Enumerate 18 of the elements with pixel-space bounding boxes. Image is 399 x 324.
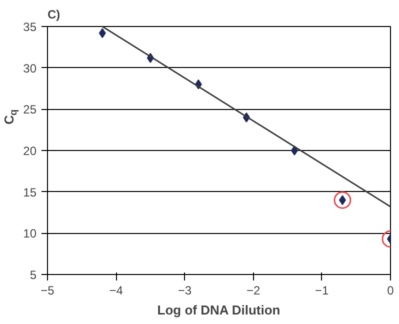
x-tick-label: −5 — [40, 284, 55, 298]
text: C) — [48, 8, 60, 22]
x-tick-label: −2 — [246, 284, 260, 298]
y-tick-label: 15 — [23, 185, 37, 200]
x-tick-label: −3 — [178, 284, 192, 298]
y-tick-label: 25 — [23, 102, 37, 117]
y-tick-label: 35 — [23, 20, 37, 34]
y-tick-label: 20 — [23, 144, 37, 158]
x-tick-label: −1 — [315, 284, 330, 298]
y-tick-label: 30 — [23, 61, 37, 76]
x-tick-label: −4 — [109, 284, 124, 298]
y-tick-label: 10 — [23, 226, 37, 241]
y-axis-title: Cq — [2, 109, 20, 124]
x-tick-label: 0 — [387, 284, 394, 298]
point — [98, 28, 106, 38]
point — [290, 146, 298, 156]
x-axis-title: Log of DNA Dilution — [157, 302, 280, 318]
y-tick-label: 5 — [30, 268, 37, 282]
